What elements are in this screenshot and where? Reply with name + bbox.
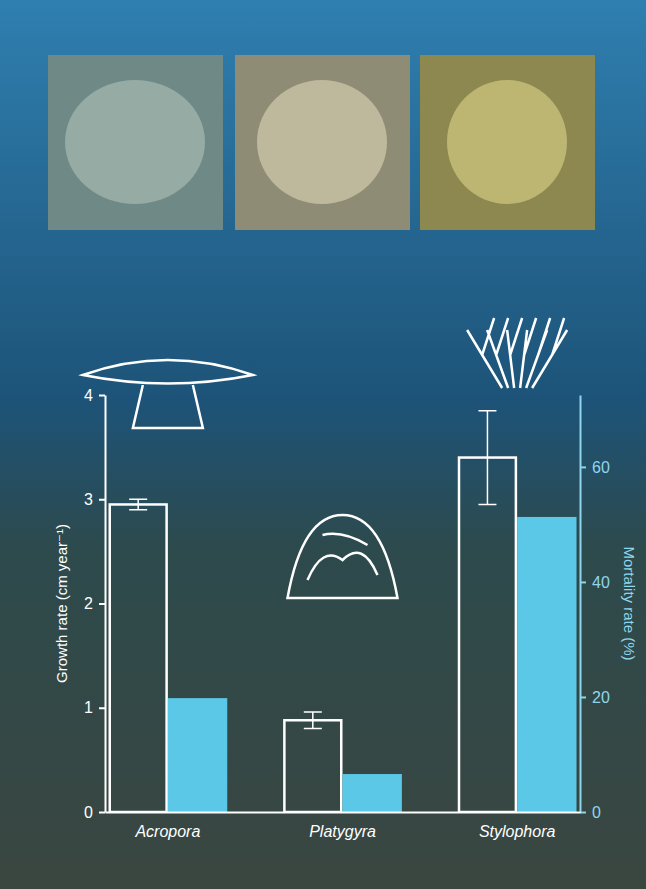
tick: Platygyra bbox=[309, 823, 376, 840]
bar bbox=[284, 720, 341, 812]
tick-mark bbox=[99, 603, 105, 605]
bar bbox=[459, 458, 516, 812]
bar bbox=[110, 504, 167, 812]
photo bbox=[420, 55, 595, 230]
y2-axis-title: Mortality rate (%) bbox=[621, 546, 638, 660]
background bbox=[0, 0, 646, 889]
tick-label: 4 bbox=[84, 387, 93, 404]
tick-mark bbox=[99, 812, 105, 814]
photo-coral bbox=[447, 80, 567, 204]
bar bbox=[343, 774, 402, 812]
icon-table-coral bbox=[83, 360, 253, 428]
error-bar bbox=[304, 712, 322, 729]
x-axis: Acropora Platygyra Stylophora bbox=[106, 813, 581, 841]
photo bbox=[235, 55, 410, 230]
tick: 1 bbox=[84, 699, 105, 716]
tick-mark bbox=[580, 696, 586, 698]
tick-mark bbox=[99, 395, 105, 397]
tick: 60 bbox=[580, 459, 610, 476]
chart: 012340204060AcroporaPlatygyraStylophoraG… bbox=[0, 0, 646, 889]
tick: Acropora bbox=[134, 823, 200, 840]
tick: 2 bbox=[84, 595, 105, 612]
photo-coral bbox=[257, 80, 387, 204]
tick-label: 2 bbox=[84, 595, 93, 612]
y-axis: 0 1 2 3 4 bbox=[84, 387, 105, 821]
tick-label: 0 bbox=[84, 804, 93, 821]
photo bbox=[48, 55, 223, 230]
tick-mark bbox=[99, 707, 105, 709]
tick-mark bbox=[580, 581, 586, 583]
photos bbox=[48, 55, 595, 230]
bar bbox=[168, 698, 227, 812]
y-axis-title: Growth rate (cm year⁻¹) bbox=[53, 524, 70, 683]
y2-axis: 0 20 40 60 bbox=[580, 396, 610, 821]
y2-axis-line bbox=[580, 396, 582, 813]
tick-label: 60 bbox=[592, 459, 610, 476]
tick: 3 bbox=[84, 491, 105, 508]
tick: Stylophora bbox=[479, 823, 556, 840]
photo-coral bbox=[65, 80, 205, 204]
category-label: Platygyra bbox=[309, 823, 376, 840]
plot-marks bbox=[110, 411, 577, 812]
tick-label: 20 bbox=[592, 689, 610, 706]
category-label: Stylophora bbox=[479, 823, 556, 840]
tick-label: 1 bbox=[84, 699, 93, 716]
tick: 0 bbox=[84, 804, 105, 821]
tick-label: 0 bbox=[592, 804, 601, 821]
tick: 4 bbox=[84, 387, 105, 404]
icon-branching-coral bbox=[467, 318, 567, 388]
icon-brain-coral bbox=[288, 515, 398, 598]
tick-label: 3 bbox=[84, 491, 93, 508]
tick: 0 bbox=[580, 804, 601, 821]
category-label: Acropora bbox=[134, 823, 200, 840]
x-axis-line bbox=[106, 812, 581, 814]
tick-mark bbox=[99, 499, 105, 501]
tick-mark bbox=[580, 466, 586, 468]
error-bar bbox=[129, 499, 147, 509]
error-bar bbox=[478, 411, 496, 505]
bar bbox=[517, 517, 576, 812]
tick-mark bbox=[580, 812, 586, 814]
tick: 20 bbox=[580, 689, 610, 706]
tick: 40 bbox=[580, 574, 610, 591]
tick-label: 40 bbox=[592, 574, 610, 591]
